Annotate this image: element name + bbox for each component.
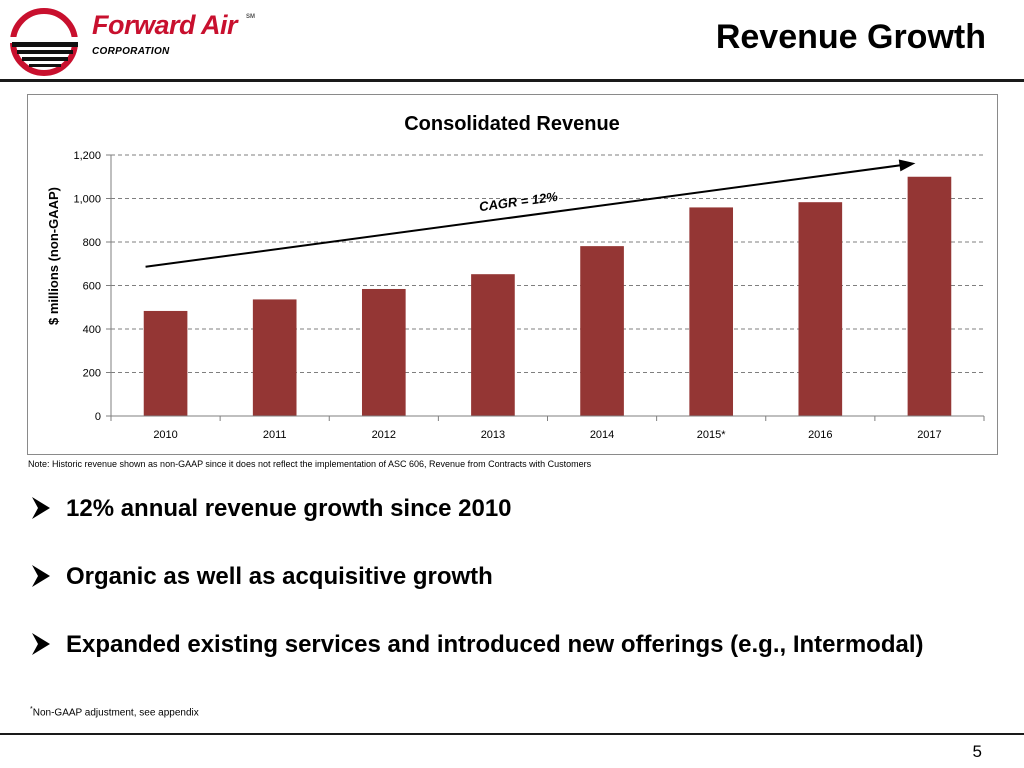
arrow-bullet-icon [32,497,50,519]
bullet-text: Organic as well as acquisitive growth [66,563,493,590]
company-logo: Forward Air SM CORPORATION [8,6,258,76]
bar-2014 [580,246,624,416]
chart-x-ticks: 2010 2011 2012 2013 2014 2015* 2016 2017 [110,416,985,441]
logo-subtitle: CORPORATION [92,46,170,57]
chart-y-axis-label: $ millions (non-GAAP) [46,187,61,325]
footnote-marker: * [30,706,33,713]
chart-bars [143,176,952,416]
bullet-item: Expanded existing services and introduce… [30,628,1010,696]
chart-note: Note: Historic revenue shown as non-GAAP… [28,459,592,469]
y-tick-label: 1,000 [73,194,101,206]
x-tick-label: 2016 [808,429,832,441]
header-divider [0,79,1024,82]
page-number: 5 [972,742,982,761]
y-tick-label: 400 [83,324,101,336]
chart-gridlines [111,154,984,373]
logo-trademark: SM [246,14,255,20]
x-tick-label: 2013 [481,429,505,441]
y-tick-label: 600 [83,281,101,293]
bar-2015* [689,207,734,416]
cagr-arrowhead [898,159,916,172]
bullet-item: Organic as well as acquisitive growth [30,560,1010,628]
x-tick-label: 2010 [153,429,177,441]
logo-globe-icon [8,8,86,76]
footnote-text: Non-GAAP adjustment, see appendix [32,707,199,719]
x-tick-label: 2017 [917,429,941,441]
arrow-bullet-icon [32,633,50,655]
bar-2011 [252,299,297,416]
bar-2012 [361,288,406,416]
chart-title: Consolidated Revenue [404,113,620,135]
arrow-bullet-icon [32,565,50,587]
bullet-text: Expanded existing services and introduce… [66,631,924,658]
logo-wordmark: Forward Air [92,10,238,40]
bar-2016 [798,202,843,416]
cagr-label: CAGR = 12% [478,189,559,214]
y-tick-label: 200 [83,368,101,380]
cagr-arrow-line [145,163,904,268]
bar-2013 [471,274,515,416]
footnote: *Non-GAAP adjustment, see appendix [30,706,199,718]
y-tick-label: 1,200 [73,150,101,162]
x-tick-label: 2011 [263,429,287,441]
footer-divider [0,733,1024,735]
bar-2010 [143,310,188,416]
bullet-list: 12% annual revenue growth since 2010 Org… [30,492,1010,696]
x-tick-label: 2012 [372,429,396,441]
chart-y-ticks: 0 200 400 600 800 1,000 1,200 [73,150,111,423]
y-tick-label: 0 [95,411,101,423]
bullet-text: 12% annual revenue growth since 2010 [66,495,512,522]
x-tick-label: 2014 [590,429,614,441]
x-tick-label: 2015* [697,429,726,441]
page-title: Revenue Growth [715,18,986,56]
y-tick-label: 800 [83,237,101,249]
bullet-item: 12% annual revenue growth since 2010 [30,492,1010,560]
revenue-bar-chart: Consolidated Revenue $ millions (non-GAA… [46,113,985,441]
bar-2017 [907,176,952,416]
